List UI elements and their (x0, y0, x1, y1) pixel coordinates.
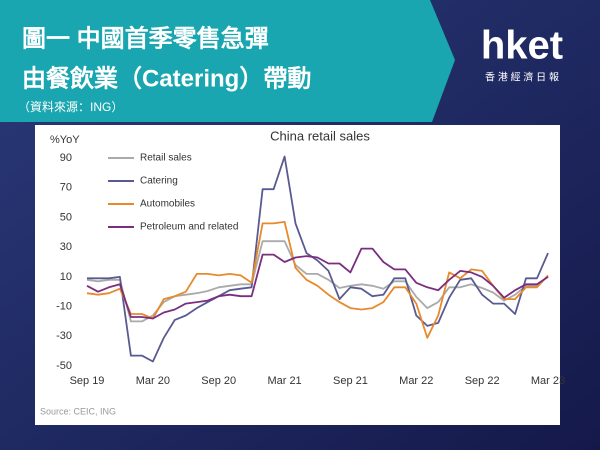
y-axis-label: %YoY (50, 134, 80, 146)
y-tick-label: -10 (56, 300, 72, 312)
x-tick-label: Sep 19 (70, 375, 105, 387)
y-tick-label: 70 (60, 182, 72, 194)
series-line (86, 221, 549, 339)
x-tick-label: Mar 23 (531, 375, 565, 387)
logo-subtitle: 香 港 經 濟 日 報 (485, 71, 559, 84)
y-tick-label: 10 (60, 271, 72, 283)
x-tick-label: Sep 20 (201, 375, 236, 387)
headline: 由餐飲業（Catering）帶動 (22, 64, 311, 92)
chart-panel (35, 125, 560, 425)
series-line (87, 155, 549, 363)
source-note: （資料來源：ING） (18, 100, 123, 114)
x-tick-label: Mar 22 (399, 375, 433, 387)
x-tick-label: Mar 21 (267, 375, 301, 387)
y-tick-label: 30 (60, 241, 72, 253)
y-tick-label: 90 (60, 152, 72, 164)
x-tick-label: Mar 20 (136, 375, 170, 387)
chart-source: Source: CEIC, ING (40, 406, 116, 416)
y-tick-label: 50 (60, 211, 72, 223)
y-tick-label: -50 (56, 360, 72, 372)
legend-label: Petroleum and related (140, 222, 238, 233)
chart-title: China retail sales (270, 128, 370, 143)
x-tick-label: Sep 22 (465, 375, 500, 387)
x-tick-label: Sep 21 (333, 375, 368, 387)
title-banner (0, 0, 455, 122)
legend-label: Retail sales (140, 153, 192, 164)
legend-label: Automobiles (140, 199, 195, 210)
y-tick-label: -30 (56, 330, 72, 342)
headline: 圖一 中國首季零售急彈 (22, 24, 269, 52)
logo: hket (481, 24, 563, 68)
legend-label: Catering (140, 176, 178, 187)
series-line (86, 240, 549, 323)
series-line (86, 247, 549, 320)
